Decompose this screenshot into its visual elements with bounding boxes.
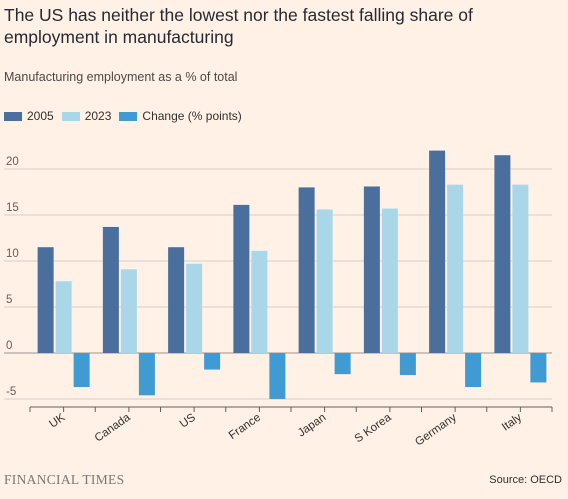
x-tick-label-canada: Canada bbox=[93, 411, 133, 444]
bar-us-change-points bbox=[204, 353, 221, 370]
bar-japan-change-points bbox=[334, 353, 351, 375]
brand-logo: FINANCIAL TIMES bbox=[4, 472, 125, 487]
bar-germany-change-points bbox=[465, 353, 482, 388]
bar-france-2005 bbox=[233, 204, 250, 353]
bar-us-2005 bbox=[168, 247, 185, 353]
y-tick-label-20: 20 bbox=[6, 156, 19, 168]
bar-germany-2023 bbox=[447, 184, 464, 353]
legend: 2005 2023 Change (% points) bbox=[4, 109, 250, 123]
bar-canada-change-points bbox=[138, 353, 155, 396]
bar-france-change-points bbox=[269, 353, 286, 399]
bar-japan-2023 bbox=[316, 209, 333, 353]
bar-canada-2005 bbox=[102, 226, 119, 353]
legend-item-change: Change (% points) bbox=[119, 109, 242, 123]
x-tick-label-us: US bbox=[178, 411, 198, 430]
bar-italy-2023 bbox=[512, 184, 529, 353]
x-tick-label-uk: UK bbox=[47, 411, 67, 430]
legend-swatch-change bbox=[119, 111, 138, 121]
y-tick-label-10: 10 bbox=[6, 248, 19, 260]
bar-germany-2005 bbox=[429, 150, 446, 353]
y-tick-label--5: -5 bbox=[6, 386, 16, 398]
legend-swatch-2023 bbox=[61, 111, 80, 121]
chart-title: The US has neither the lowest nor the fa… bbox=[4, 5, 473, 47]
bar-s-korea-2005 bbox=[363, 186, 380, 353]
legend-swatch-2005 bbox=[4, 111, 22, 121]
bar-us-2023 bbox=[186, 263, 203, 353]
x-tick-label-italy: Italy bbox=[500, 411, 524, 433]
x-tick-label-france: France bbox=[227, 412, 263, 442]
chart-subtitle: Manufacturing employment as a % of total bbox=[4, 70, 238, 84]
bar-canada-2023 bbox=[120, 269, 137, 353]
legend-item-2023: 2023 bbox=[61, 109, 112, 123]
x-tick-label-germany: Germany bbox=[413, 411, 459, 448]
legend-item-2005: 2005 bbox=[4, 109, 54, 123]
y-tick-label-5: 5 bbox=[6, 294, 12, 306]
bar-chart: -5 0 5 10 15 20 UK Canada US France Japan S Korea Ge… bbox=[4, 150, 553, 449]
x-tick-label-s-korea: S Korea bbox=[353, 411, 394, 445]
legend-label-2023: 2023 bbox=[84, 109, 112, 123]
bar-france-2023 bbox=[251, 250, 268, 353]
bar-s-korea-2023 bbox=[381, 208, 398, 353]
legend-label-change: Change (% points) bbox=[142, 109, 242, 123]
bar-s-korea-change-points bbox=[399, 353, 416, 376]
bar-japan-2005 bbox=[298, 187, 315, 353]
x-tick-label-japan: Japan bbox=[296, 412, 329, 440]
source-note: Source: OECD bbox=[489, 474, 562, 486]
bar-italy-change-points bbox=[530, 353, 547, 383]
bar-italy-2005 bbox=[494, 155, 511, 353]
y-tick-label-0: 0 bbox=[6, 340, 12, 352]
legend-label-2005: 2005 bbox=[27, 109, 54, 123]
bar-uk-2005 bbox=[37, 247, 54, 353]
bar-uk-2023 bbox=[55, 281, 72, 353]
bar-uk-change-points bbox=[73, 353, 90, 388]
y-tick-label-15: 15 bbox=[6, 202, 19, 214]
